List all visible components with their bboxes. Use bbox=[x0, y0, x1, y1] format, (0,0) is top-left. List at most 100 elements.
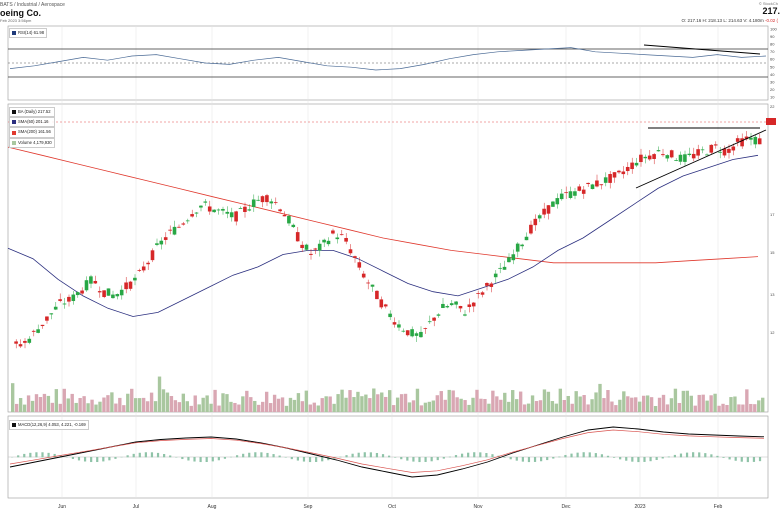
volume-bar bbox=[304, 390, 309, 412]
candle-body bbox=[84, 280, 89, 291]
volume-bar bbox=[332, 403, 336, 412]
volume-bar bbox=[511, 390, 515, 412]
volume-bar bbox=[157, 376, 162, 412]
macd-histogram-bar bbox=[685, 452, 689, 458]
candle-body bbox=[740, 138, 744, 147]
candle-body bbox=[546, 205, 551, 214]
macd-swatch bbox=[12, 423, 16, 428]
candle-body bbox=[124, 282, 128, 290]
macd-legend: MACD(12,26,9) 4.053, 4.221, -0.169 bbox=[9, 420, 89, 431]
volume-bar bbox=[229, 401, 233, 412]
volume-bar bbox=[261, 401, 265, 412]
macd-histogram-bar bbox=[77, 457, 81, 461]
macd-histogram-bar bbox=[606, 455, 610, 458]
month-tick-label: Nov bbox=[474, 504, 483, 510]
candle-body bbox=[485, 283, 489, 286]
candle-body bbox=[463, 314, 467, 316]
volume-bar bbox=[403, 393, 408, 412]
candle-body bbox=[709, 144, 714, 153]
macd-histogram-bar bbox=[235, 455, 239, 458]
volume-bar bbox=[209, 403, 213, 412]
macd-histogram-bar bbox=[442, 457, 445, 459]
macd-histogram-bar bbox=[479, 452, 482, 458]
candle-body bbox=[647, 155, 652, 160]
macd-histogram-bar bbox=[223, 457, 227, 459]
candle-body bbox=[49, 313, 54, 315]
exchange-sector-label: BATS / Industrial / Aerospace bbox=[0, 2, 65, 8]
volume-bar bbox=[292, 399, 297, 412]
volume-bar bbox=[264, 391, 269, 412]
volume-bar bbox=[30, 400, 35, 412]
candle-body bbox=[287, 215, 291, 224]
macd-histogram-bar bbox=[582, 452, 585, 458]
volume-bar bbox=[606, 390, 610, 412]
volume-bar bbox=[197, 404, 201, 412]
macd-histogram-bar bbox=[716, 455, 719, 458]
volume-bar bbox=[566, 395, 570, 412]
volume-bar bbox=[638, 401, 642, 412]
candle-body bbox=[502, 266, 507, 270]
candle-body bbox=[322, 239, 326, 243]
macd-histogram-bar bbox=[740, 457, 743, 462]
volume-bar bbox=[689, 395, 693, 412]
candle-body bbox=[586, 182, 590, 185]
candle-body bbox=[507, 257, 511, 263]
volume-bar bbox=[376, 394, 380, 412]
macd-signal-line bbox=[9, 429, 765, 473]
volume-bar bbox=[455, 397, 459, 412]
volume-bar bbox=[495, 396, 499, 412]
candle-body bbox=[199, 205, 203, 208]
volume-bar bbox=[308, 404, 312, 412]
volume-bar bbox=[645, 395, 650, 412]
volume-bar bbox=[233, 402, 237, 412]
candle-body bbox=[669, 150, 674, 158]
volume-bar bbox=[102, 397, 106, 412]
candle-body bbox=[639, 154, 643, 163]
price-tick-label: 15 bbox=[770, 250, 775, 255]
volume-bar bbox=[312, 402, 316, 412]
volume-bar bbox=[288, 397, 293, 412]
candle-body bbox=[749, 137, 753, 140]
volume-bar bbox=[38, 397, 43, 412]
candle-body bbox=[273, 202, 278, 204]
macd-histogram-bar bbox=[649, 457, 652, 462]
volume-bar bbox=[66, 398, 70, 412]
macd-histogram-bar bbox=[430, 457, 433, 462]
candle-body bbox=[300, 244, 304, 249]
volume-bar bbox=[717, 405, 721, 412]
candle-body bbox=[524, 236, 529, 241]
candle-body bbox=[295, 232, 300, 242]
candle-body bbox=[375, 290, 379, 300]
volume-bar bbox=[90, 399, 94, 412]
volume-bar bbox=[630, 397, 634, 412]
candle-body bbox=[128, 281, 133, 289]
volume-bar bbox=[451, 390, 455, 412]
volume-bar bbox=[300, 401, 305, 412]
candle-body bbox=[216, 209, 221, 211]
volume-bar bbox=[22, 404, 27, 412]
candle-body bbox=[370, 284, 375, 287]
volume-value: V: 4.180m bbox=[743, 18, 764, 23]
candle-body bbox=[115, 294, 120, 297]
volume-bar bbox=[447, 389, 451, 412]
volume-bar bbox=[693, 405, 697, 412]
macd-histogram-bar bbox=[448, 456, 452, 458]
macd-histogram-bar bbox=[576, 452, 579, 458]
macd-histogram-bar bbox=[29, 452, 32, 458]
candle-body bbox=[331, 230, 335, 234]
candle-body bbox=[212, 209, 216, 213]
candle-body bbox=[555, 198, 560, 205]
volume-bar bbox=[201, 397, 205, 412]
candle-body bbox=[529, 224, 533, 234]
volume-bar bbox=[598, 383, 602, 412]
candle-body bbox=[656, 150, 661, 152]
volume-bar bbox=[316, 405, 320, 412]
volume-bar bbox=[14, 403, 19, 412]
candle-body bbox=[53, 306, 58, 310]
volume-bar bbox=[697, 394, 701, 412]
volume-bar bbox=[443, 399, 447, 412]
volume-bar bbox=[431, 400, 436, 412]
volume-bar bbox=[562, 399, 566, 412]
candle-body bbox=[458, 305, 463, 309]
